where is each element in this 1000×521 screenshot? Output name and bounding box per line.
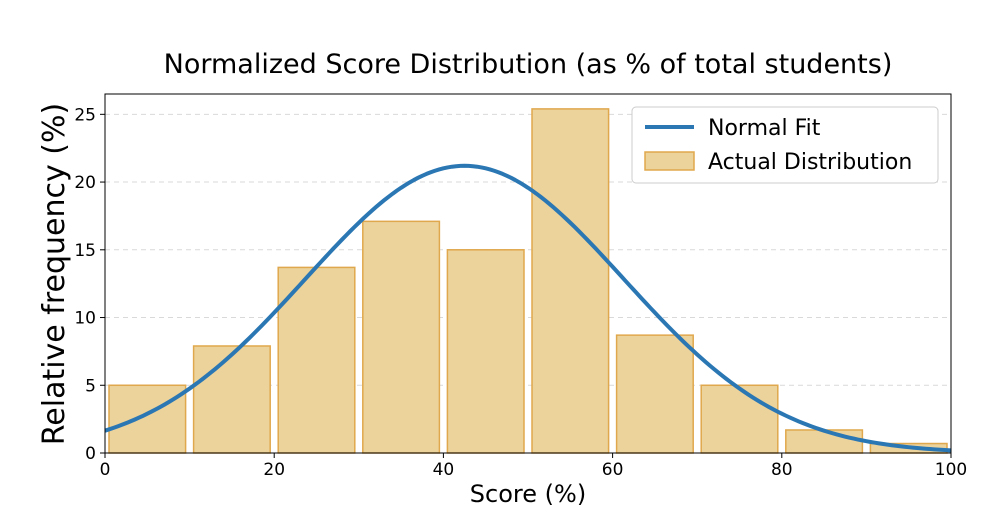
histogram-bar	[700, 384, 779, 454]
x-tick-label: 40	[433, 460, 455, 480]
y-tick-label: 15	[74, 241, 96, 261]
legend-label-normal-fit: Normal Fit	[708, 116, 821, 141]
chart-title: Normalized Score Distribution (as % of t…	[164, 49, 893, 80]
y-tick-label: 20	[74, 173, 96, 193]
normal-fit-line	[104, 163, 952, 453]
plot-frame	[104, 93, 952, 454]
histogram-bar	[615, 334, 694, 454]
legend-bar-swatch	[644, 151, 695, 171]
y-tick-label: 25	[74, 105, 96, 125]
x-axis-ticks: 0 20 40 60 80 100	[100, 453, 967, 480]
y-tick-label: 5	[85, 376, 96, 396]
histogram-bar	[362, 220, 441, 454]
x-axis-label: Score (%)	[470, 480, 586, 508]
x-tick-label: 0	[100, 460, 111, 480]
y-tick-label: 10	[74, 309, 96, 329]
histogram-bar	[446, 249, 525, 454]
x-tick-label: 100	[935, 460, 967, 480]
y-axis-ticks: 0 5 10 15 20 25	[74, 105, 105, 464]
x-tick-label: 20	[263, 460, 285, 480]
y-tick-label: 0	[85, 444, 96, 464]
normal-fit-curve	[104, 163, 952, 453]
histogram-bar	[192, 345, 271, 454]
histogram-bar	[785, 429, 864, 454]
histogram-bar	[277, 266, 356, 454]
y-axis-label: Relative frequency (%)	[37, 103, 72, 445]
x-tick-label: 60	[602, 460, 624, 480]
legend-box	[631, 106, 939, 184]
legend-label-actual-distribution: Actual Distribution	[708, 150, 912, 175]
x-tick-label: 80	[771, 460, 793, 480]
histogram-bar	[108, 384, 187, 454]
histogram-bar	[531, 108, 610, 454]
legend: Normal Fit Actual Distribution	[631, 106, 939, 184]
